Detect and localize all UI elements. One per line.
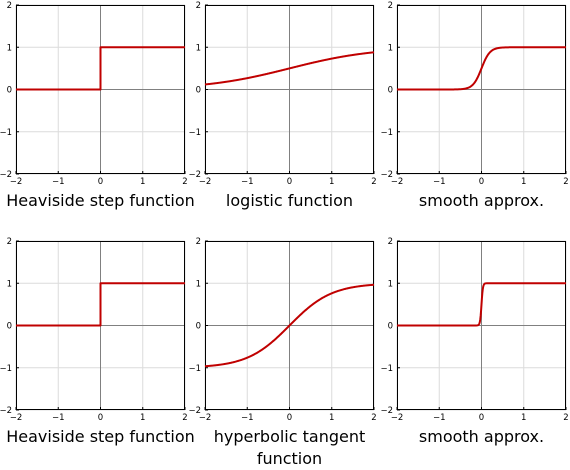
chart-svg: −2 −1 0 1 2 −2 −1 0 1 2: [380, 1, 568, 187]
x-tick-label: 2: [182, 413, 187, 423]
y-tick-label: −2: [0, 170, 12, 180]
series-line: [204, 283, 375, 368]
y-tick-label: −1: [380, 364, 393, 374]
panel-caption: logistic function: [185, 190, 394, 212]
caption-line: smooth approx.: [418, 191, 545, 210]
y-tick-label: 2: [196, 237, 201, 247]
chart-svg: −2 −1 0 1 2 −2 −1 0 1 2: [0, 1, 188, 187]
panel-caption: Heaviside step function: [0, 426, 205, 448]
x-tick-label: 2: [371, 177, 376, 187]
y-tick-label: 1: [7, 279, 12, 289]
chart-svg: −2 −1 0 1 2 −2 −1 0 1 2: [188, 237, 376, 423]
y-tick-label: 0: [388, 86, 393, 96]
y-tick-label: 1: [196, 43, 201, 53]
x-tick-label: −2: [10, 177, 23, 187]
x-tick-label: −2: [391, 177, 404, 187]
y-tick-label: 2: [388, 237, 393, 247]
y-tick-label: −2: [380, 170, 393, 180]
x-tick-label: 1: [521, 413, 526, 423]
caption-line: hyperbolic tangent: [213, 427, 366, 446]
x-tick-label: 1: [521, 177, 526, 187]
chart-svg: −2 −1 0 1 2 −2 −1 0 1 2: [188, 1, 376, 187]
x-tick-label: 1: [140, 177, 145, 187]
chart-panel-3: −2 −1 0 1 2 −2 −1 0 1 2: [380, 1, 568, 187]
y-tick-label: −1: [188, 128, 201, 138]
chart-panel-2: −2 −1 0 1 2 −2 −1 0 1 2: [188, 1, 376, 187]
panel-caption: smooth approx.: [377, 190, 570, 212]
series-line: [16, 282, 185, 327]
x-tick-label: 0: [287, 177, 292, 187]
chart-svg: −2 −1 0 1 2 −2 −1 0 1 2: [380, 237, 568, 423]
x-tick-label: 1: [329, 177, 334, 187]
x-tick-label: 2: [182, 177, 187, 187]
x-tick-label: −1: [241, 177, 254, 187]
x-tick-label: 2: [563, 177, 568, 187]
panel-caption: hyperbolic tangent function: [185, 426, 394, 470]
chart-panel-5: −2 −1 0 1 2 −2 −1 0 1 2: [188, 237, 376, 423]
x-tick-label: −2: [391, 413, 404, 423]
y-tick-label: 0: [7, 86, 12, 96]
chart-svg: −2 −1 0 1 2 −2 −1 0 1 2: [0, 237, 188, 423]
chart-panel-1: −2 −1 0 1 2 −2 −1 0 1 2: [0, 1, 188, 187]
y-tick-label: −2: [380, 406, 393, 416]
x-tick-label: 0: [287, 413, 292, 423]
x-tick-label: −1: [52, 413, 65, 423]
y-tick-label: 0: [7, 322, 12, 332]
series-line: [204, 51, 375, 86]
chart-panel-6: −2 −1 0 1 2 −2 −1 0 1 2: [380, 237, 568, 423]
series-line: [16, 46, 185, 91]
y-tick-label: 1: [388, 279, 393, 289]
y-tick-label: 2: [196, 1, 201, 11]
x-tick-label: −1: [241, 413, 254, 423]
x-tick-label: 0: [479, 413, 484, 423]
x-tick-label: −1: [52, 177, 65, 187]
caption-line: function: [256, 449, 323, 468]
caption-line: Heaviside step function: [6, 191, 195, 210]
x-tick-label: −2: [199, 177, 212, 187]
y-tick-label: 2: [7, 1, 12, 11]
y-tick-label: −1: [188, 364, 201, 374]
caption-line: logistic function: [225, 191, 354, 210]
series-line: [396, 46, 567, 91]
x-tick-label: 1: [329, 413, 334, 423]
y-tick-label: −1: [0, 128, 12, 138]
y-tick-label: −1: [0, 364, 12, 374]
y-tick-label: 1: [388, 43, 393, 53]
panel-caption: Heaviside step function: [0, 190, 205, 212]
y-tick-label: −2: [0, 406, 12, 416]
x-tick-label: 0: [98, 413, 103, 423]
y-tick-label: −2: [188, 170, 201, 180]
x-tick-label: 2: [371, 413, 376, 423]
x-tick-label: 1: [140, 413, 145, 423]
y-tick-label: 0: [196, 322, 201, 332]
y-tick-label: 2: [388, 1, 393, 11]
x-tick-label: −1: [433, 413, 446, 423]
x-tick-label: −2: [10, 413, 23, 423]
caption-line: smooth approx.: [418, 427, 545, 446]
x-tick-label: −2: [199, 413, 212, 423]
y-tick-label: 0: [388, 322, 393, 332]
x-tick-label: 0: [479, 177, 484, 187]
panel-caption: smooth approx.: [377, 426, 570, 448]
y-tick-label: −2: [188, 406, 201, 416]
x-tick-label: −1: [433, 177, 446, 187]
y-tick-label: −1: [380, 128, 393, 138]
caption-line: Heaviside step function: [6, 427, 195, 446]
series-line: [396, 282, 567, 327]
chart-panel-4: −2 −1 0 1 2 −2 −1 0 1 2: [0, 237, 188, 423]
y-tick-label: 0: [196, 86, 201, 96]
y-tick-label: 2: [7, 237, 12, 247]
y-tick-label: 1: [7, 43, 12, 53]
y-tick-label: 1: [196, 279, 201, 289]
x-tick-label: 2: [563, 413, 568, 423]
x-tick-label: 0: [98, 177, 103, 187]
